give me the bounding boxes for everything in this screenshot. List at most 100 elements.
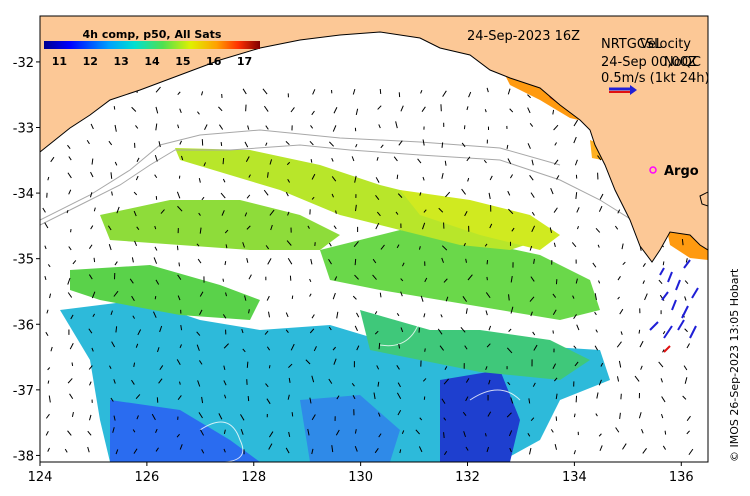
- velocity-vector: [617, 209, 621, 214]
- velocity-vector: [661, 413, 664, 419]
- velocity-vector: [640, 365, 643, 370]
- velocity-vector: [440, 314, 443, 318]
- velocity-vector: [222, 278, 225, 282]
- velocity-vector: [242, 88, 247, 95]
- velocity-vector: [331, 445, 334, 453]
- velocity-vector: [400, 278, 404, 282]
- velocity-vector: [152, 311, 157, 318]
- velocity-vector: [309, 397, 312, 404]
- sst-mid-region-2: [320, 230, 600, 320]
- velocity-vector: [155, 123, 158, 131]
- velocity-vector: [395, 121, 398, 129]
- velocity-vector: [380, 244, 385, 250]
- velocity-vector: [658, 279, 663, 285]
- velocity-legend: NRTGCSL Velocity 24-Sep 00,00Z NoQC 0.5m…: [601, 37, 710, 95]
- velocity-vector: [418, 246, 421, 250]
- x-tick-label: 124: [28, 470, 53, 485]
- velocity-vector: [92, 313, 96, 318]
- velocity-vector: [287, 257, 293, 265]
- velocity-vector: [196, 331, 201, 336]
- velocity-vector: [90, 123, 94, 130]
- velocity-vector: [529, 296, 535, 302]
- velocity-vector: [332, 125, 337, 132]
- velocity-vector: [309, 293, 312, 297]
- legend-arrowhead-icon: [630, 85, 637, 95]
- velocity-vector: [44, 245, 47, 250]
- velocity-vector: [198, 212, 201, 216]
- velocity-vector: [225, 244, 228, 249]
- velocity-vector: [180, 324, 183, 331]
- velocity-vector: [45, 431, 49, 436]
- velocity-vector: [355, 204, 357, 212]
- velocity-vector: [246, 258, 249, 263]
- velocity-vector: [638, 412, 642, 419]
- velocity-vector: [420, 295, 424, 302]
- velocity-vector: [527, 143, 531, 149]
- velocity-vector: [441, 142, 444, 148]
- velocity-vector: [91, 291, 96, 299]
- velocity-vector: [662, 445, 667, 450]
- velocity-vector: [222, 157, 225, 165]
- velocity-vector: [113, 379, 116, 384]
- velocity-vector: [466, 156, 471, 162]
- velocity-vector: [509, 108, 514, 113]
- velocity-vector: [595, 227, 601, 233]
- velocity-vector: [107, 225, 112, 231]
- velocity-vector: [131, 257, 134, 263]
- velocity-vector: [89, 192, 93, 198]
- velocity-vector: [488, 379, 491, 385]
- velocity-vector: [137, 329, 142, 336]
- velocity-vector: [134, 240, 138, 246]
- velocity-vector: [527, 94, 531, 99]
- velocity-vector: [224, 261, 227, 266]
- velocity-vector: [111, 191, 113, 196]
- velocity-vector: [160, 209, 165, 214]
- velocity-vector: [329, 141, 335, 147]
- velocity-vector: [93, 257, 96, 263]
- argo-marker-icon: [649, 166, 657, 174]
- velocity-vector: [684, 328, 688, 333]
- velocity-vector: [377, 105, 382, 110]
- velocity-vector: [196, 243, 200, 247]
- velocity-vector: [310, 258, 313, 265]
- velocity-vector: [354, 445, 358, 452]
- velocity-vector: [598, 379, 602, 386]
- velocity-vector: [154, 246, 158, 251]
- velocity-vector: [552, 293, 557, 298]
- velocity-vector: [179, 444, 183, 450]
- velocity-vector: [508, 328, 512, 332]
- velocity-vector: [204, 124, 208, 130]
- velocity-vector: [68, 189, 72, 195]
- velocity-vector: [441, 172, 444, 179]
- velocity-vector: [485, 292, 491, 299]
- velocity-vector: [619, 412, 621, 419]
- velocity-vector: [176, 191, 181, 199]
- velocity-vector: [644, 293, 648, 301]
- velocity-vector: [573, 345, 577, 349]
- velocity-vector: [658, 361, 664, 368]
- velocity-vector: [201, 91, 204, 96]
- velocity-vector: [328, 326, 332, 331]
- velocity-vector: [354, 175, 357, 183]
- velocity-vector: [376, 365, 380, 370]
- coastal-hf-vectors: [649, 259, 699, 353]
- velocity-vector: [218, 106, 223, 112]
- velocity-vector: [597, 155, 602, 161]
- velocity-vector: [396, 313, 400, 317]
- velocity-vector: [88, 274, 93, 280]
- velocity-vector: [64, 448, 68, 453]
- velocity-vector: [336, 395, 340, 400]
- velocity-vector: [155, 279, 160, 285]
- y-axis: -32 -33 -34 -35 -36 -37 -38: [13, 56, 40, 464]
- velocity-vector: [465, 378, 470, 383]
- velocity-vector: [67, 378, 73, 384]
- argo-label: Argo: [664, 164, 699, 179]
- velocity-vector: [507, 381, 511, 386]
- velocity-vector: [443, 417, 447, 421]
- velocity-vector: [533, 258, 535, 264]
- land: [40, 16, 708, 263]
- velocity-vector: [487, 411, 492, 417]
- y-tick-label: -34: [13, 187, 34, 202]
- velocity-vector: [244, 141, 249, 148]
- velocity-vector: [199, 291, 204, 297]
